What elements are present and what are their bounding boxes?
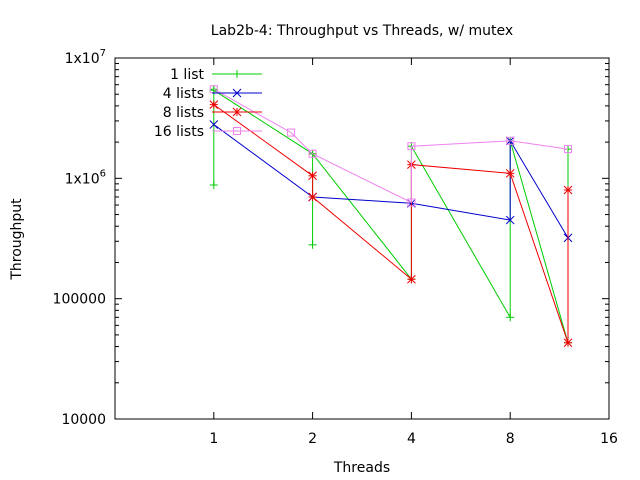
legend: 1 list 4 lists 8 lists 16 lists xyxy=(154,67,262,140)
marker-stroke xyxy=(563,145,572,154)
marker-stroke xyxy=(506,136,515,145)
legend-label: 8 lists xyxy=(163,105,204,121)
data-point xyxy=(563,145,572,154)
x-tick-label: 2 xyxy=(308,431,317,447)
x-tick-label: 1 xyxy=(209,431,218,447)
data-point xyxy=(506,136,515,145)
data-point xyxy=(232,107,242,117)
series-layer xyxy=(209,85,573,348)
series-8-lists xyxy=(209,100,573,348)
y-axis-label: Throughput xyxy=(9,198,25,281)
data-point xyxy=(287,128,296,137)
marker-stroke xyxy=(287,128,296,137)
y-tick-label: 10000 xyxy=(61,412,106,428)
data-point xyxy=(563,185,573,195)
data-point xyxy=(563,338,573,348)
data-point xyxy=(209,120,219,129)
y-tick-label: 1x107 xyxy=(65,48,106,67)
series-line xyxy=(213,89,569,343)
marker-stroke xyxy=(407,142,416,151)
data-point xyxy=(209,181,218,190)
marker-stroke xyxy=(232,107,242,117)
y-tick-label: 1x106 xyxy=(65,168,106,187)
series-line xyxy=(213,88,569,204)
legend-label: 16 lists xyxy=(154,124,204,140)
data-point xyxy=(506,313,515,322)
marker-stroke xyxy=(233,127,241,135)
legend-entry: 8 lists xyxy=(163,105,262,121)
x-tick-label: 8 xyxy=(506,431,515,447)
data-point xyxy=(308,240,317,249)
marker-stroke xyxy=(232,88,242,98)
data-point xyxy=(308,192,317,202)
data-point xyxy=(308,171,317,181)
y-tick-label: 100000 xyxy=(53,292,106,308)
marker-stroke xyxy=(209,100,219,109)
series-16-lists xyxy=(209,85,572,207)
data-point xyxy=(209,100,219,109)
marker-stroke xyxy=(209,120,219,129)
x-tick-label: 16 xyxy=(600,431,618,447)
legend-entry: 1 list xyxy=(170,67,262,83)
x-axis-label: Threads xyxy=(333,460,390,476)
series-line xyxy=(213,104,569,343)
series-1-list xyxy=(209,85,572,347)
marker-stroke xyxy=(563,338,573,348)
legend-label: 1 list xyxy=(170,67,204,83)
marker-stroke xyxy=(563,185,573,195)
marker-stroke xyxy=(308,149,317,158)
x-tick-label: 4 xyxy=(407,431,416,447)
marker-stroke xyxy=(308,192,317,202)
data-point xyxy=(308,149,317,158)
legend-entry: 16 lists xyxy=(154,124,262,140)
data-point xyxy=(233,127,241,135)
data-point xyxy=(407,142,416,151)
marker-stroke xyxy=(407,274,416,284)
marker-stroke xyxy=(505,168,515,178)
marker-stroke xyxy=(308,171,317,181)
data-point xyxy=(232,88,242,98)
data-point xyxy=(505,215,515,225)
legend-label: 4 lists xyxy=(163,86,204,102)
series-4-lists xyxy=(209,120,573,243)
data-point xyxy=(233,70,241,78)
axes: 1 2 4 8 16 10000 100000 1x106 1x107 xyxy=(53,48,618,447)
marker-stroke xyxy=(407,198,416,207)
plot-frame xyxy=(114,57,610,420)
marker-stroke xyxy=(505,215,515,225)
data-point xyxy=(505,168,515,178)
chart-title: Lab2b-4: Throughput vs Threads, w/ mutex xyxy=(211,23,513,39)
data-point xyxy=(407,198,416,207)
legend-entry: 4 lists xyxy=(163,86,262,102)
series-line xyxy=(213,124,569,239)
data-point xyxy=(407,274,416,284)
